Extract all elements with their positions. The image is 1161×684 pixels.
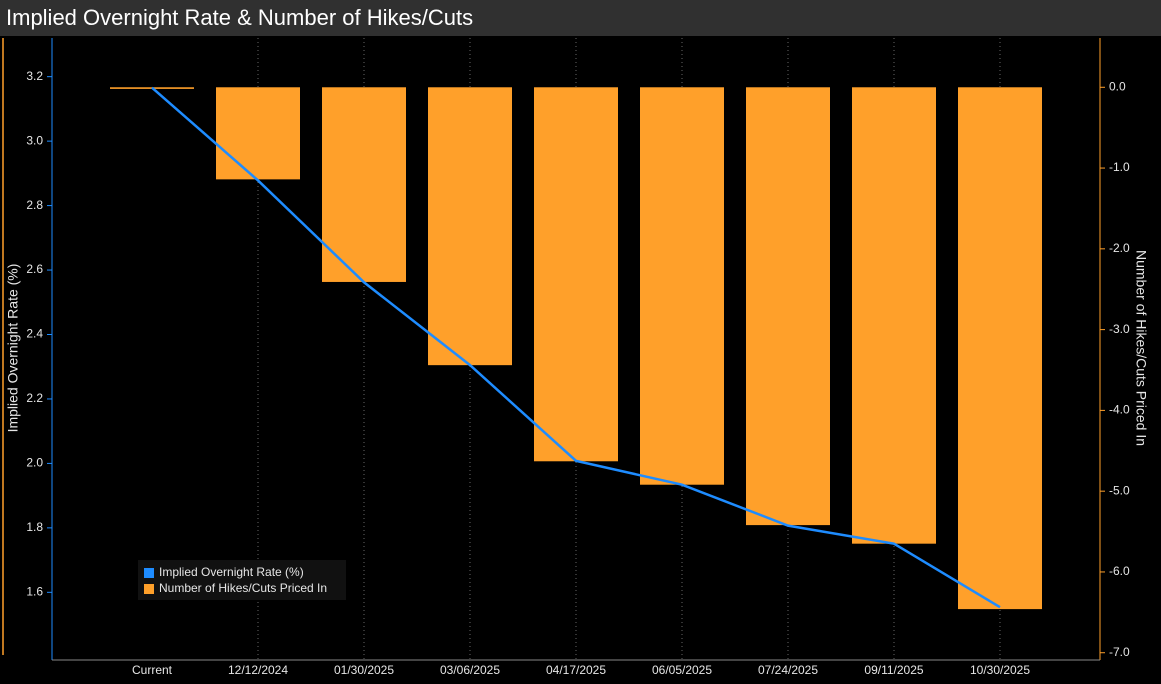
x-tick-label: 01/30/2025 <box>334 663 394 677</box>
y-tick-label: 1.8 <box>26 520 43 534</box>
x-tick-label: 07/24/2025 <box>758 663 818 677</box>
x-tick-label: 06/05/2025 <box>652 663 712 677</box>
legend-swatch <box>144 568 154 578</box>
bar <box>322 87 406 282</box>
y2-tick-label: -1.0 <box>1109 160 1130 174</box>
x-tick-label: 04/17/2025 <box>546 663 606 677</box>
y-tick-label: 1.6 <box>26 584 43 598</box>
x-tick-label: 12/12/2024 <box>228 663 288 677</box>
y-tick-label: 3.0 <box>26 133 43 147</box>
y2-axis-label: Number of Hikes/Cuts Priced In <box>1133 250 1149 446</box>
line <box>151 86 1001 609</box>
legend-label: Implied Overnight Rate (%) <box>159 565 304 579</box>
y2-tick-label: -3.0 <box>1109 322 1130 336</box>
legend-swatch <box>144 584 154 594</box>
bar <box>428 87 512 366</box>
y2-tick-label: -6.0 <box>1109 564 1130 578</box>
y-tick-label: 2.4 <box>26 327 43 341</box>
y2-tick-label: -2.0 <box>1109 241 1130 255</box>
bar <box>746 87 830 526</box>
chart-title: Implied Overnight Rate & Number of Hikes… <box>6 5 473 30</box>
y-tick-label: 3.2 <box>26 69 43 83</box>
y2-tick-label: -4.0 <box>1109 403 1130 417</box>
y2-tick-label: 0.0 <box>1109 79 1126 93</box>
x-tick-label: 09/11/2025 <box>864 663 923 677</box>
y-tick-label: 2.0 <box>26 456 43 470</box>
y-tick-label: 2.8 <box>26 198 43 212</box>
y-axis-label: Implied Overnight Rate (%) <box>5 264 21 433</box>
bar <box>958 87 1042 610</box>
legend-box <box>138 560 346 600</box>
y2-tick-label: -7.0 <box>1109 645 1130 659</box>
bar <box>852 87 936 544</box>
bar <box>534 87 618 462</box>
bar <box>216 87 300 180</box>
title-bar <box>0 0 1161 36</box>
x-tick-label: 03/06/2025 <box>440 663 500 677</box>
x-tick-label: Current <box>132 663 173 677</box>
y-tick-label: 2.6 <box>26 262 43 276</box>
legend-label: Number of Hikes/Cuts Priced In <box>159 581 327 595</box>
x-tick-label: 10/30/2025 <box>970 663 1030 677</box>
y-tick-label: 2.2 <box>26 391 43 405</box>
y2-tick-label: -5.0 <box>1109 483 1130 497</box>
bar <box>640 87 724 485</box>
